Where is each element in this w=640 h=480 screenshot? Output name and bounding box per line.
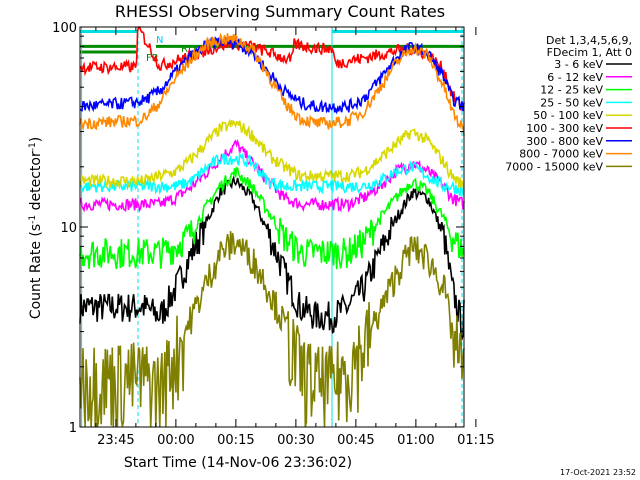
- legend-label: 7000 - 15000 keV: [505, 160, 603, 173]
- y-tick-label: 10: [60, 221, 77, 236]
- y-axis-label-superscript-2: -1: [28, 142, 38, 151]
- series-layer: [79, 26, 465, 428]
- legend-header-attenuator: FDecim 1, Att 0: [547, 46, 632, 59]
- series-line: [79, 166, 465, 270]
- x-tick-label: 00:30: [277, 433, 314, 448]
- series-line: [79, 26, 465, 112]
- series-line: [79, 32, 465, 137]
- series-line: [79, 118, 465, 191]
- x-tick-label: 01:00: [397, 433, 434, 448]
- x-axis-label: Start Time (14-Nov-06 23:36:02): [124, 455, 352, 471]
- legend-header-detectors: Det 1,3,4,5,6,9,: [546, 34, 632, 47]
- x-tick-label: 00:00: [157, 433, 194, 448]
- y-axis-label-main: Count Rate (s: [28, 224, 44, 319]
- y-axis-label-unit: detector: [28, 151, 44, 215]
- legend: Det 1,3,4,5,6,9, FDecim 1, Att 0 3 - 6 k…: [505, 34, 632, 173]
- legend-label: 12 - 25 keV: [540, 84, 603, 97]
- x-tick-label: 00:45: [337, 433, 374, 448]
- y-axis-label-superscript: -1: [28, 215, 38, 224]
- y-tick-label: 100: [52, 21, 77, 36]
- flag-label: RD: [181, 44, 196, 55]
- legend-label: 100 - 300 keV: [526, 122, 603, 135]
- legend-label: 25 - 50 keV: [540, 96, 603, 109]
- y-axis-label-end: ): [28, 137, 44, 142]
- legend-label: 300 - 800 keV: [526, 135, 603, 148]
- y-axis-label: Count Rate (s-1 detector-1): [28, 137, 44, 319]
- axes: 23:45 00:00 00:15 00:30 00:45 01:00 01:15 1 10 10…: [52, 21, 494, 448]
- x-tick-label: 23:45: [97, 433, 134, 448]
- legend-label: 6 - 12 keV: [547, 71, 603, 84]
- legend-label: 50 - 100 keV: [533, 109, 603, 122]
- flag-label: N: [156, 35, 163, 46]
- legend-label: 800 - 7000 keV: [519, 148, 603, 161]
- x-tick-label: 01:15: [457, 433, 494, 448]
- x-tick-label: 00:15: [217, 433, 254, 448]
- y-tick-label: 1: [69, 421, 77, 436]
- chart-title: RHESSI Observing Summary Count Rates: [115, 2, 445, 21]
- flag-label: FR: [146, 53, 159, 64]
- legend-label: 3 - 6 keV: [554, 58, 603, 71]
- series-line: [79, 231, 465, 428]
- series-line: [79, 34, 465, 115]
- series-line: [79, 175, 465, 341]
- footer-timestamp: 17-Oct-2021 23:52: [560, 468, 636, 477]
